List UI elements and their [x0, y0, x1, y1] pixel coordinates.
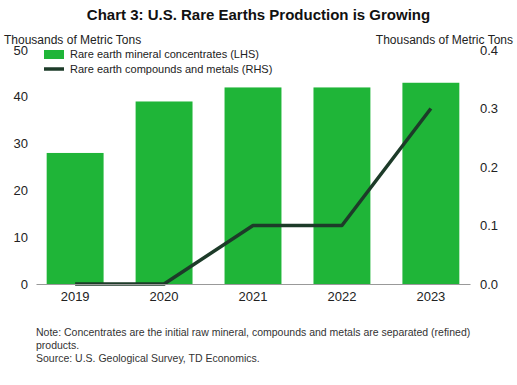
tick: 2019 [61, 284, 90, 304]
tick: 50 [14, 43, 36, 58]
tick-label: 10 [14, 230, 28, 245]
x-axis-line [37, 284, 471, 285]
tick: 40 [14, 89, 36, 104]
tick: 0.1 [470, 218, 498, 233]
tick: 2023 [416, 284, 445, 304]
tick-label: 2023 [416, 289, 445, 304]
chart-svg: Chart 3: U.S. Rare Earths Production is … [0, 0, 517, 385]
tick: 0 [21, 277, 36, 292]
x-axis: 2019 2020 2021 2022 2023 [37, 284, 471, 304]
tick-label: 30 [14, 136, 28, 151]
y-axis: 0 10 20 30 40 50 [14, 43, 37, 292]
tick: 0.3 [470, 101, 498, 116]
legend-swatch [44, 50, 64, 59]
tick: 20 [14, 183, 36, 198]
bar [402, 83, 459, 284]
tick: 2021 [239, 284, 268, 304]
y2-axis-line [470, 51, 471, 285]
legend: Rare earth mineral concentrates (LHS) Rar… [44, 48, 272, 75]
y-axis-line [36, 51, 37, 285]
tick: 10 [14, 230, 36, 245]
legend-label: Rare earth compounds and metals (RHS) [70, 63, 272, 75]
y2-axis: 0.0 0.1 0.2 0.3 0.4 [470, 43, 498, 292]
tick: 30 [14, 136, 36, 151]
chart-container: Chart 3: U.S. Rare Earths Production is … [0, 0, 517, 385]
tick: 0.2 [470, 160, 498, 175]
tick: 0.0 [470, 277, 498, 292]
tick-label: 0.1 [480, 218, 498, 233]
bar [225, 87, 282, 284]
source: Source: U.S. Geological Survey, TD Econo… [36, 352, 260, 364]
title: Chart 3: U.S. Rare Earths Production is … [87, 6, 430, 23]
tick: 2022 [327, 284, 356, 304]
tick: 2020 [150, 284, 179, 304]
note: Note: Concentrates are the initial raw m… [36, 326, 470, 351]
line [75, 109, 431, 285]
tick-label: 50 [14, 43, 28, 58]
tick-label: 2019 [61, 289, 90, 304]
tick-label: 0.4 [480, 43, 498, 58]
tick-label: 20 [14, 183, 28, 198]
tick-label: 2020 [150, 289, 179, 304]
tick-label: 0.0 [480, 277, 498, 292]
bar [313, 87, 370, 284]
tick-label: 2021 [239, 289, 268, 304]
tick-label: 0.2 [480, 160, 498, 175]
bar [47, 153, 104, 284]
bar-series [47, 83, 460, 284]
bar [136, 101, 193, 284]
plot-marks [47, 83, 460, 284]
tick: 0.4 [470, 43, 498, 58]
tick-label: 2022 [327, 289, 356, 304]
tick-label: 40 [14, 89, 28, 104]
tick-label: 0.3 [480, 101, 498, 116]
tick-label: 0 [21, 277, 28, 292]
legend-label: Rare earth mineral concentrates (LHS) [70, 48, 259, 60]
legend-swatch [44, 67, 64, 71]
